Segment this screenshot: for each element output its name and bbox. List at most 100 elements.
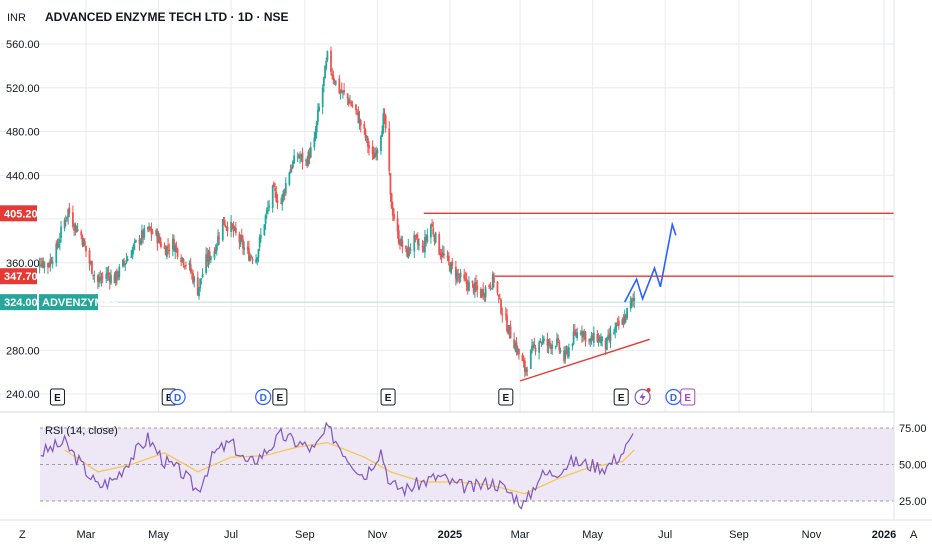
earnings-event-marker[interactable] <box>380 388 396 406</box>
candle-body <box>476 285 479 290</box>
candle-body <box>449 263 451 272</box>
price-axis[interactable]: 560.00 520.00 480.00 440.00 360.00 280.00 240.… <box>6 39 40 401</box>
candle-body <box>138 239 141 244</box>
price-pane <box>0 0 894 412</box>
candle-body <box>114 271 117 284</box>
candle-body <box>66 216 68 219</box>
candle-body <box>459 272 462 278</box>
candle-body <box>349 102 351 104</box>
candle-body <box>205 254 208 273</box>
candle-body <box>106 272 109 275</box>
candle-body <box>491 274 494 289</box>
candle-body <box>526 369 529 371</box>
symbol-badge[interactable] <box>39 294 98 311</box>
earnings-event-marker[interactable] <box>272 388 288 406</box>
candle-body <box>598 336 601 343</box>
candle-body <box>571 343 574 346</box>
candle-body <box>263 224 266 235</box>
candle-body <box>199 278 202 289</box>
price-tick-label: 520.00 <box>6 83 40 95</box>
candle-body <box>355 104 357 110</box>
candle-body <box>616 321 619 323</box>
dividend-event-marker[interactable] <box>169 388 186 406</box>
candle-body <box>488 285 491 287</box>
earnings-event-marker[interactable] <box>498 388 514 406</box>
candle-body <box>308 152 311 159</box>
candle-body <box>121 259 124 267</box>
zoom-label[interactable]: Z <box>19 529 26 541</box>
candle-body <box>165 246 168 258</box>
candle-body <box>265 209 268 214</box>
price-axis-bg[interactable] <box>894 0 932 520</box>
projection-path[interactable] <box>623 221 677 303</box>
candle-body <box>215 244 218 251</box>
earnings-event-marker[interactable] <box>49 388 65 406</box>
candle-body <box>596 333 599 342</box>
earnings-event-marker[interactable] <box>613 388 629 406</box>
candle-body <box>357 111 360 123</box>
candle-body <box>446 255 449 257</box>
candle-body <box>548 340 551 344</box>
candle-body <box>96 275 99 283</box>
candle-body <box>504 314 507 316</box>
earnings-event-marker[interactable] <box>680 388 696 406</box>
candle-body <box>42 260 45 267</box>
trend-support-line[interactable] <box>519 338 650 382</box>
price-level-badge[interactable] <box>0 268 37 285</box>
candle-body <box>116 270 118 280</box>
rsi-line <box>40 421 634 510</box>
candle-body <box>231 223 234 227</box>
candle-body <box>99 277 102 281</box>
candle-body <box>167 245 169 248</box>
candle-body <box>206 254 209 262</box>
candle-body <box>234 228 237 233</box>
earnings-event-label: E <box>502 393 509 404</box>
candle-body <box>182 259 185 266</box>
candle-body <box>181 257 184 261</box>
rsi-axis[interactable]: 75.00 50.00 25.00 <box>899 423 927 508</box>
candle-body <box>57 243 60 248</box>
candle-body <box>458 276 461 278</box>
candle-body <box>306 160 309 166</box>
candle-body <box>425 236 428 241</box>
candle-body <box>171 238 174 250</box>
candle-body <box>465 278 468 285</box>
candle-body <box>105 274 108 279</box>
candle-body <box>148 226 150 229</box>
candle-body <box>589 339 592 342</box>
candle-body <box>534 347 537 352</box>
candle-body <box>356 109 359 111</box>
time-tick-label: Mar <box>77 529 96 541</box>
time-tick-label: Jul <box>658 529 672 541</box>
candle-body <box>567 347 570 357</box>
candle-body <box>509 326 512 339</box>
candle-body <box>56 242 59 247</box>
candle-body <box>343 89 345 93</box>
candle-body <box>190 272 193 274</box>
candle-body <box>559 350 562 352</box>
earnings-event-label: E <box>385 393 392 404</box>
time-axis[interactable]: Mar May Jul Sep Nov 2025 Mar May Jul Sep Nov 2026 <box>77 529 897 541</box>
candle-body <box>396 218 399 232</box>
candle-body <box>135 240 137 242</box>
candle-body <box>108 275 111 282</box>
candle-body <box>225 226 228 228</box>
candle-body <box>525 367 527 373</box>
candle-body <box>55 243 58 263</box>
candle-body <box>258 237 261 248</box>
candle-body <box>366 137 369 147</box>
candle-body <box>100 278 103 280</box>
last-price-badge[interactable] <box>0 294 37 311</box>
auto-scale-label[interactable]: A <box>910 529 918 541</box>
candle-body <box>284 183 287 194</box>
price-level-badge[interactable] <box>0 205 37 222</box>
candle-body <box>406 248 409 257</box>
candle-body <box>579 332 582 334</box>
candle-body <box>139 240 142 245</box>
candle-body <box>432 228 435 235</box>
time-tick-label: Sep <box>295 529 315 541</box>
candle-body <box>213 251 216 259</box>
candle-body <box>340 89 343 93</box>
dividend-event-marker[interactable] <box>255 388 272 406</box>
